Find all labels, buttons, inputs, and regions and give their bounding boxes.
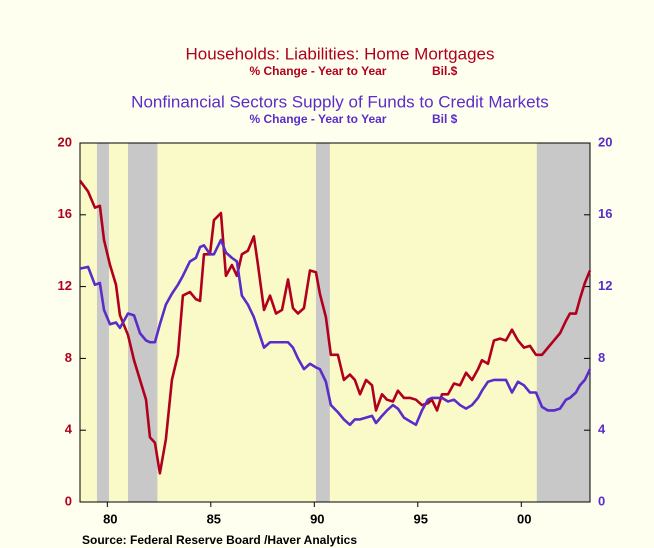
y-tick-label: 4 [65,422,73,437]
chart-subtitle-unit: Bil.$ [432,64,458,78]
series-line [78,179,592,475]
y2-tick-label: 12 [598,278,612,293]
y2-tick-label: 4 [598,422,606,437]
x-tick-label: 90 [310,511,324,526]
recession-band [536,143,590,502]
plot-frame [79,142,591,503]
recession-band [315,143,330,502]
y-tick-label: 8 [65,350,72,365]
x-tick-label: 85 [207,511,221,526]
chart-subtitle-unit: Bil $ [432,112,458,126]
x-tick-label: 00 [517,511,531,526]
y-tick-label: 20 [58,134,72,149]
chart-title: Nonfinancial Sectors Supply of Funds to … [131,92,549,111]
chart-subtitle: % Change - Year to Year [250,64,387,78]
y2-tick-label: 16 [598,206,612,221]
y-tick-label: 12 [58,278,72,293]
y-tick-label: 16 [58,206,72,221]
y2-tick-label: 20 [598,134,612,149]
y2-tick-label: 8 [598,350,605,365]
recession-band [96,143,109,502]
x-tick-label: 95 [414,511,428,526]
series-line [79,238,592,427]
chart-title: Households: Liabilities: Home Mortgages [186,44,495,63]
y-tick-label: 0 [65,493,72,508]
recession-band [128,143,158,502]
chart-subtitle: % Change - Year to Year [250,112,387,126]
y2-tick-label: 0 [598,493,605,508]
source-note: Source: Federal Reserve Board /Haver Ana… [82,533,357,547]
x-tick-label: 80 [103,511,117,526]
